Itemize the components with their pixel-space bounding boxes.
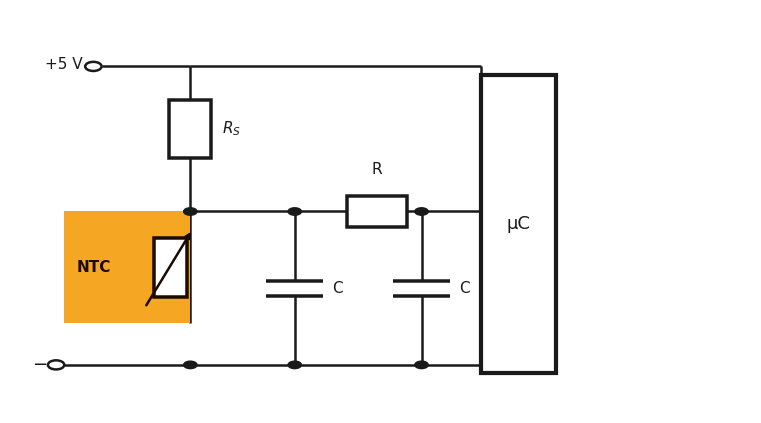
FancyBboxPatch shape — [170, 99, 212, 158]
Circle shape — [415, 208, 428, 215]
FancyBboxPatch shape — [481, 75, 556, 373]
Text: $R_S$: $R_S$ — [222, 119, 241, 138]
Text: C: C — [332, 281, 342, 296]
Text: R: R — [371, 162, 382, 177]
Circle shape — [48, 360, 64, 369]
FancyBboxPatch shape — [154, 238, 186, 297]
Circle shape — [183, 361, 197, 368]
Text: +5 V: +5 V — [45, 57, 82, 72]
Circle shape — [415, 361, 428, 368]
FancyBboxPatch shape — [347, 196, 406, 227]
FancyBboxPatch shape — [63, 212, 190, 324]
Text: NTC: NTC — [77, 260, 111, 275]
Circle shape — [85, 62, 101, 71]
Circle shape — [183, 208, 197, 215]
Text: −: − — [32, 356, 47, 374]
Circle shape — [288, 361, 301, 368]
Text: μC: μC — [507, 215, 530, 233]
Text: C: C — [459, 281, 470, 296]
Circle shape — [288, 208, 301, 215]
